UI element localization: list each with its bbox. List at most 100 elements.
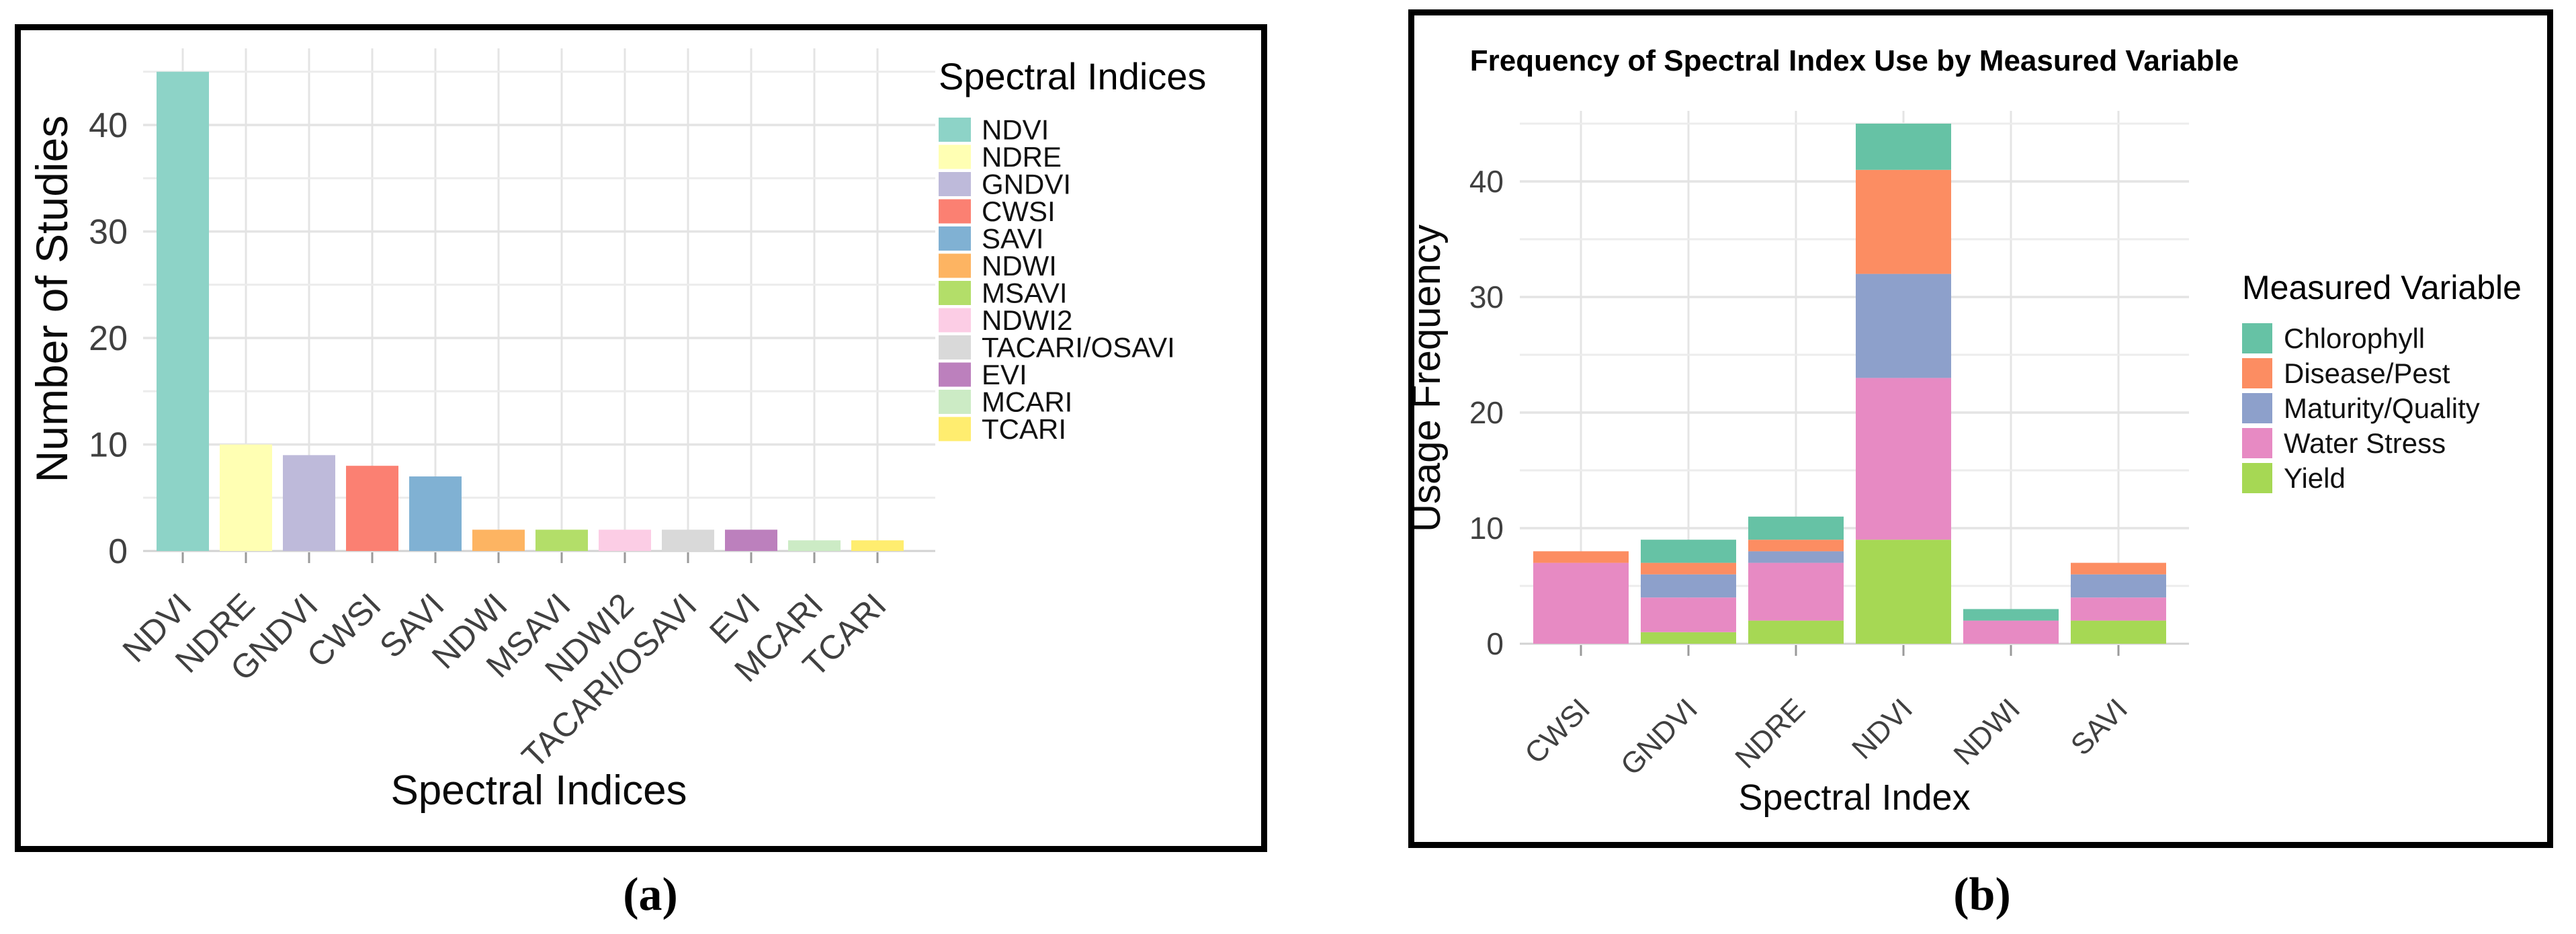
legend-swatch-NDWI — [939, 253, 971, 278]
y-tick-label: 10 — [1469, 511, 1504, 546]
legend-title: Spectral Indices — [939, 55, 1206, 97]
legend-swatch-CWSI — [939, 199, 971, 224]
bar-segment-NDRE-Maturity/Quality — [1748, 551, 1844, 563]
legend-swatch-Yield — [2242, 463, 2272, 493]
legend-label-TCARI: TCARI — [982, 413, 1066, 445]
y-tick-label: 40 — [1469, 164, 1504, 199]
x-axis-title: Spectral Indices — [390, 767, 687, 814]
bar-segment-SAVI-Maturity/Quality — [2071, 574, 2166, 598]
legend-label-TACARI/OSAVI: TACARI/OSAVI — [982, 332, 1175, 364]
bar-segment-SAVI-Water Stress — [2071, 597, 2166, 621]
legend-swatch-Maturity/Quality — [2242, 393, 2272, 423]
legend-label-NDVI: NDVI — [982, 114, 1049, 146]
bar-segment-GNDVI-Chlorophyll — [1641, 540, 1736, 563]
bar-segment-NDRE-Chlorophyll — [1748, 516, 1844, 540]
bar-segment-GNDVI-Disease/Pest — [1641, 562, 1736, 575]
x-tick-label-CWSI: CWSI — [300, 586, 388, 675]
legend-label-MSAVI: MSAVI — [982, 278, 1068, 309]
x-tick-label-SAVI: SAVI — [2065, 692, 2134, 761]
legend-label-Maturity/Quality: Maturity/Quality — [2284, 392, 2480, 424]
legend-swatch-MCARI — [939, 390, 971, 414]
bar-segment-NDVI-Maturity/Quality — [1856, 273, 1951, 378]
x-tick-label-NDWI: NDWI — [1947, 692, 2026, 771]
x-tick-label-GNDVI: GNDVI — [1615, 692, 1704, 781]
x-tick-label-CWSI: CWSI — [1518, 692, 1596, 770]
legend-label-MCARI: MCARI — [982, 386, 1072, 418]
bar-segment-CWSI-Water Stress — [1533, 562, 1629, 644]
legend-label-NDWI: NDWI — [982, 250, 1057, 282]
y-tick-label: 20 — [1469, 395, 1504, 430]
chart-title: Frequency of Spectral Index Use by Measu… — [1470, 44, 2239, 77]
legend-swatch-TACARI/OSAVI — [939, 335, 971, 359]
bar-segment-CWSI-Disease/Pest — [1533, 551, 1629, 563]
legend-label-Yield: Yield — [2284, 462, 2346, 494]
legend-label-NDRE: NDRE — [982, 141, 1062, 173]
bar-chart-number-of-studies: 010203040NDVINDREGNDVICWSISAVINDWIMSAVIN… — [27, 48, 1206, 814]
y-tick-label: 20 — [89, 319, 128, 358]
y-axis-title: Number of Studies — [27, 116, 77, 483]
bar-segment-NDRE-Disease/Pest — [1748, 540, 1844, 552]
bar-segment-NDRE-Yield — [1748, 620, 1844, 644]
caption-a: (a) — [623, 869, 678, 921]
y-tick-label: 30 — [1469, 280, 1504, 314]
legend-swatch-Water Stress — [2242, 428, 2272, 458]
bar-NDWI2 — [599, 529, 651, 551]
bar-segment-GNDVI-Yield — [1641, 632, 1736, 644]
bar-MCARI — [788, 540, 841, 551]
bar-segment-SAVI-Disease/Pest — [2071, 562, 2166, 575]
panel-b-box: 0 10 20 30 40 CWSI GNDVI NDRE NDVI NDWI SAVI Usage … — [1408, 9, 2553, 848]
legend-swatch-NDVI — [939, 118, 971, 142]
legend-swatch-Chlorophyll — [2242, 323, 2272, 353]
legend-swatch-SAVI — [939, 226, 971, 251]
bar-segment-NDWI-Water Stress — [1963, 620, 2059, 644]
bar-segment-NDVI-Water Stress — [1856, 378, 1951, 540]
bar-TACARI/OSAVI — [662, 529, 714, 551]
legend-swatch-GNDVI — [939, 172, 971, 196]
y-tick-label: 10 — [89, 426, 128, 465]
legend-swatch-TCARI — [939, 417, 971, 441]
bar-NDRE — [220, 444, 272, 551]
y-tick-label: 0 — [108, 532, 128, 571]
bar-SAVI — [409, 476, 462, 551]
bar-segment-GNDVI-Water Stress — [1641, 597, 1736, 632]
bar-NDVI — [157, 71, 209, 551]
bar-segment-SAVI-Yield — [2071, 620, 2166, 644]
bar-segment-NDVI-Disease/Pest — [1856, 169, 1951, 274]
bar-TCARI — [851, 540, 904, 551]
y-axis-title: Usage Frequency — [1414, 224, 1449, 532]
bar-MSAVI — [535, 529, 588, 551]
bar-GNDVI — [283, 455, 335, 551]
y-tick-label: 30 — [89, 213, 128, 252]
bar-NDWI — [472, 529, 525, 551]
bar-segment-NDVI-Chlorophyll — [1856, 124, 1951, 170]
legend-swatch-NDWI2 — [939, 308, 971, 333]
legend-title: Measured Variable — [2242, 269, 2522, 306]
y-tick-label: 40 — [89, 106, 128, 145]
x-tick-label-NDVI: NDVI — [1846, 692, 1919, 765]
legend-label-Water Stress: Water Stress — [2284, 427, 2446, 459]
legend-label-SAVI: SAVI — [982, 223, 1044, 255]
x-tick-label-NDRE: NDRE — [1729, 692, 1811, 775]
caption-b: (b) — [1953, 869, 2011, 921]
legend-swatch-MSAVI — [939, 281, 971, 305]
bar-segment-GNDVI-Maturity/Quality — [1641, 574, 1736, 598]
bar-segment-NDVI-Yield — [1856, 540, 1951, 644]
legend-swatch-EVI — [939, 362, 971, 387]
bar-CWSI — [346, 466, 398, 551]
legend-label-Chlorophyll: Chlorophyll — [2284, 323, 2425, 354]
y-tick-label: 0 — [1486, 626, 1504, 661]
bar-EVI — [725, 529, 777, 551]
bar-segment-NDRE-Water Stress — [1748, 562, 1844, 621]
bar-segment-NDWI-Chlorophyll — [1963, 609, 2059, 621]
legend-swatch-Disease/Pest — [2242, 358, 2272, 388]
legend-swatch-NDRE — [939, 144, 971, 169]
legend-label-NDWI2: NDWI2 — [982, 304, 1072, 336]
stacked-bar-chart-usage-frequency: 0 10 20 30 40 CWSI GNDVI NDRE NDVI NDWI SAVI Usage … — [1414, 44, 2522, 818]
x-axis-title: Spectral Index — [1738, 777, 1970, 818]
legend-label-GNDVI: GNDVI — [982, 169, 1071, 200]
legend-label-EVI: EVI — [982, 359, 1027, 390]
legend-label-CWSI: CWSI — [982, 196, 1056, 227]
legend-label-Disease/Pest: Disease/Pest — [2284, 357, 2450, 389]
panel-a-box: 0 10 20 30 40 NDVI NDRE GNDVI CWSI SAVI NDWI MSAVI N… — [15, 24, 1267, 852]
